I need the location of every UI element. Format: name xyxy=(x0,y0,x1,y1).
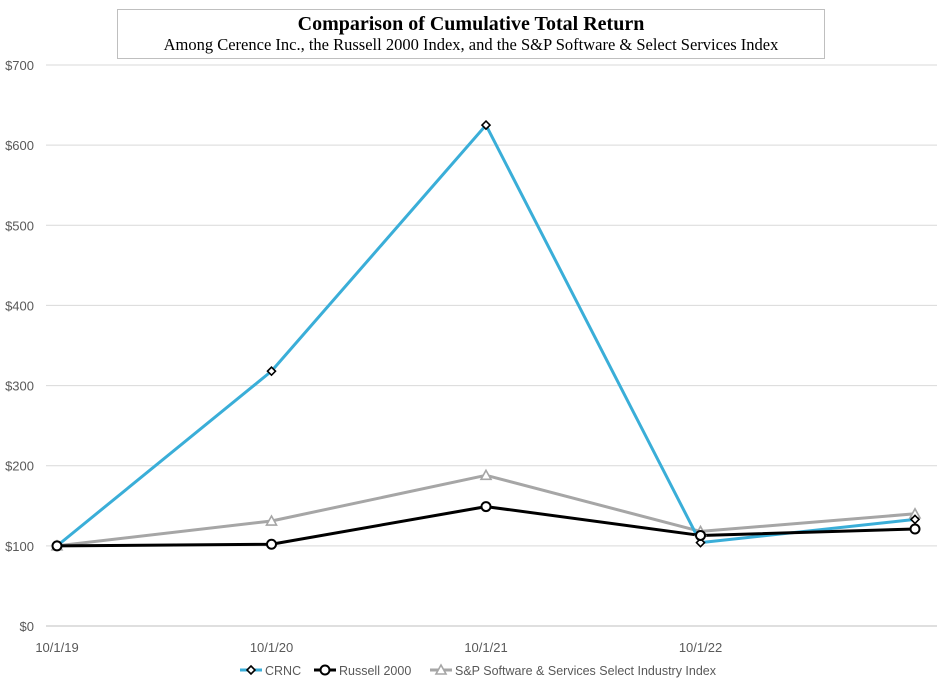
series-line-0 xyxy=(56,123,916,548)
y-tick-label: $500 xyxy=(5,218,34,233)
series-marker-1 xyxy=(909,523,921,535)
y-tick-label: $700 xyxy=(5,58,34,73)
y-tick-label: $100 xyxy=(5,539,34,554)
x-tick-label: 10/1/19 xyxy=(35,640,78,655)
legend-label: CRNC xyxy=(265,664,301,678)
series-marker-0 xyxy=(480,119,492,131)
series-marker-2 xyxy=(479,468,493,481)
y-tick-label: $400 xyxy=(5,298,34,313)
series-marker-0 xyxy=(695,537,706,548)
y-tick-label: $300 xyxy=(5,379,34,394)
y-tick-label: $200 xyxy=(5,459,34,474)
legend-label: S&P Software & Services Select Industry … xyxy=(455,664,717,678)
legend-marker xyxy=(434,663,448,675)
series-marker-1 xyxy=(51,540,63,552)
title-box: Comparison of Cumulative Total Return Am… xyxy=(117,9,825,59)
series-marker-1 xyxy=(266,538,277,550)
chart-title: Comparison of Cumulative Total Return xyxy=(297,13,645,35)
legend-marker xyxy=(319,664,331,676)
y-tick-label: $600 xyxy=(5,138,34,153)
legend-marker xyxy=(245,664,257,676)
chart-subtitle: Among Cerence Inc., the Russell 2000 Ind… xyxy=(163,35,779,54)
y-tick-label: $0 xyxy=(20,619,34,634)
series-marker-1 xyxy=(695,529,706,541)
series-marker-0 xyxy=(266,366,277,377)
series-line-1 xyxy=(56,505,916,548)
x-tick-label: 10/1/22 xyxy=(679,640,722,655)
series-marker-1 xyxy=(480,501,492,513)
legend-label: Russell 2000 xyxy=(339,664,411,678)
series-marker-2 xyxy=(265,514,278,526)
series-marker-0 xyxy=(909,514,921,525)
x-tick-label: 10/1/20 xyxy=(250,640,293,655)
x-tick-label: 10/1/21 xyxy=(464,640,507,655)
